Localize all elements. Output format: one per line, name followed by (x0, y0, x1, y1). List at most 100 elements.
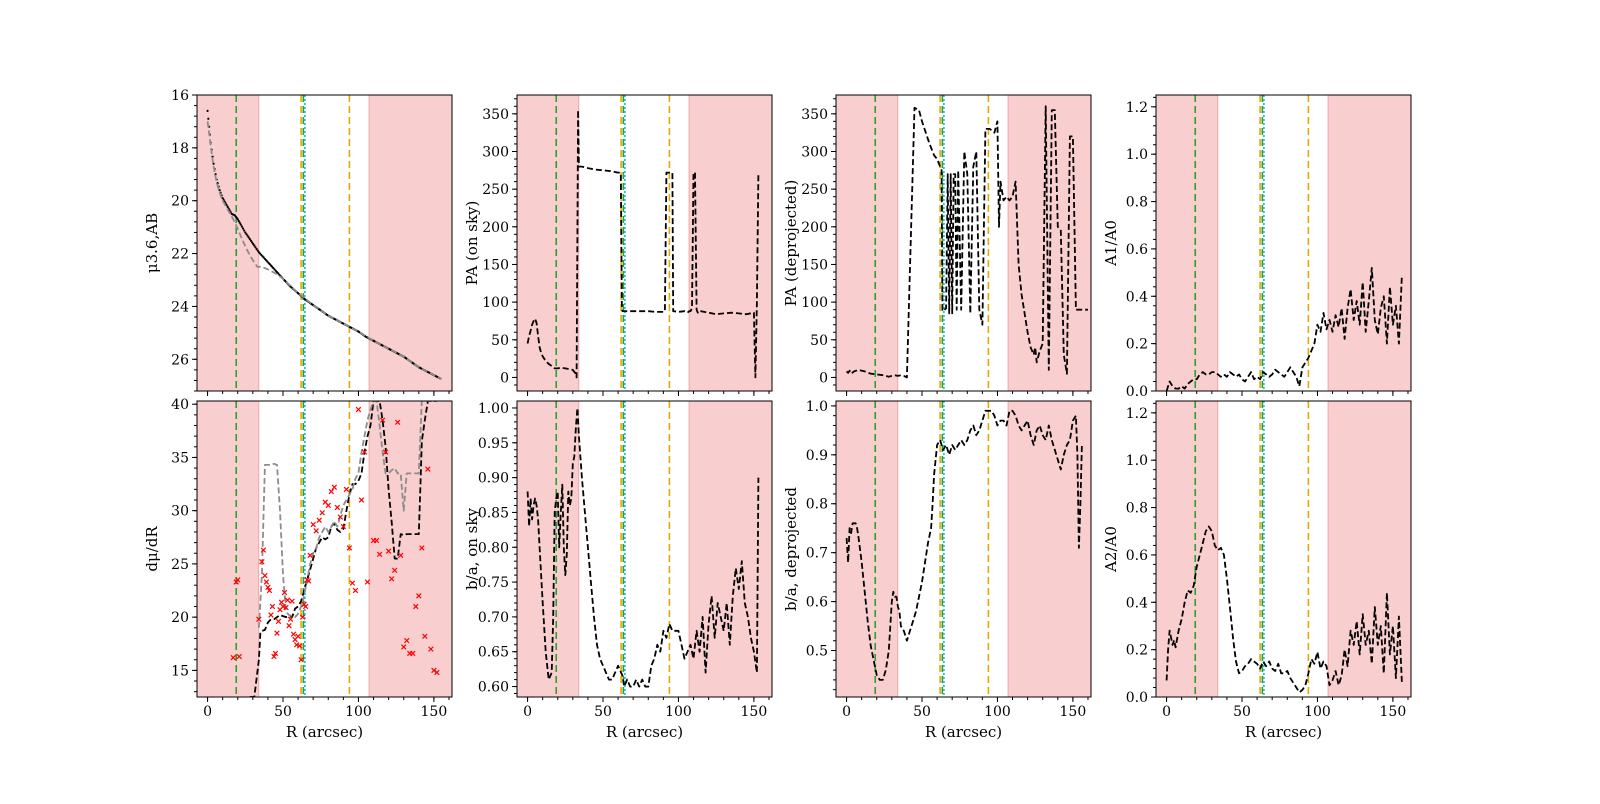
y-tick-label: 0.0 (1126, 690, 1148, 706)
y-tick-label: 18 (171, 141, 189, 157)
data-point (236, 653, 242, 660)
x-tick-label: 50 (274, 704, 292, 720)
x-tick-label: 0 (1162, 704, 1171, 720)
data-point (246, 234, 249, 237)
y-tick-label: 0.60 (478, 680, 509, 696)
y-tick-label: 0.5 (806, 644, 828, 660)
data-point (379, 417, 386, 423)
data-point (289, 598, 295, 604)
x-tick-label: 150 (421, 704, 448, 720)
series-line-b/a (845, 409, 1083, 681)
data-point (248, 237, 251, 241)
data-point (337, 514, 344, 520)
y-tick-label: 0.6 (1126, 548, 1148, 564)
data-point (422, 633, 428, 640)
data-point (238, 221, 241, 224)
panel-sb: 16 18 20 22 24 26 μ3.6,AB (143, 88, 453, 396)
data-point (296, 643, 303, 649)
y-axis-label: μ3.6,AB (143, 213, 161, 273)
y-tick-label: 300 (482, 144, 509, 160)
data-point (305, 578, 312, 584)
y-axis-label: b/a, on sky (463, 508, 481, 590)
plot-area (1156, 401, 1411, 697)
shaded-region (836, 95, 898, 391)
data-point (293, 642, 300, 648)
y-tick-label: 25 (171, 557, 189, 573)
data-point (355, 406, 362, 413)
axes-frame (196, 400, 453, 698)
data-point (237, 219, 240, 223)
axes-frame (1155, 94, 1412, 392)
data-point (206, 109, 209, 112)
x-tick-label: 50 (1233, 704, 1251, 720)
y-axis-label: A1/A0 (1102, 220, 1120, 267)
data-point (340, 523, 347, 530)
y-axis-label: b/a, deprojected (782, 487, 800, 611)
shaded-region (197, 95, 259, 391)
y-tick-label: 50 (491, 333, 509, 349)
data-point (284, 597, 291, 603)
y-tick-label: 24 (171, 299, 189, 315)
data-point (281, 589, 288, 596)
data-point (419, 545, 425, 551)
data-point (410, 650, 416, 657)
y-tick-label: 0.9 (806, 448, 828, 464)
y-tick-label: 0.70 (478, 610, 509, 626)
y-tick-label: 150 (482, 257, 509, 273)
data-point (254, 246, 257, 249)
data-point (241, 227, 245, 230)
y-tick-label: 0.8 (1126, 195, 1148, 211)
axes-frame (516, 400, 773, 698)
data-point (247, 236, 250, 239)
x-tick-label: 150 (1060, 704, 1087, 720)
data-point (244, 231, 247, 234)
y-tick-label: 0.75 (478, 575, 509, 591)
axes-frame (516, 94, 773, 392)
y-tick-label: 100 (482, 295, 509, 311)
y-tick-label: 1.2 (1126, 100, 1148, 116)
y-tick-label: 40 (171, 397, 189, 413)
y-tick-label: 0.6 (1126, 242, 1148, 258)
y-tick-label: 0.2 (1126, 643, 1148, 659)
y-tick-label: 250 (482, 182, 509, 198)
data-point (316, 517, 322, 523)
data-point (260, 547, 267, 553)
panel-ba_sky: 0 50 100 150 0.60 0.65 0.70 0.75 0.80 0.85 0.90 0.9… (463, 400, 773, 741)
x-tick-label: 100 (1304, 704, 1331, 720)
data-point (253, 244, 256, 247)
x-tick-label: 100 (665, 704, 692, 720)
plot-area (1156, 95, 1411, 391)
data-point (352, 587, 359, 594)
y-tick-label: 100 (801, 295, 828, 311)
panel-ba_dep: 0 50 100 150 0.5 0.6 0.7 0.8 0.9 1.0 R (arcsec) b/a… (782, 399, 1092, 741)
y-tick-label: 0.0 (1126, 384, 1148, 400)
y-tick-label: 250 (801, 182, 828, 198)
series-line-b/a (526, 407, 760, 688)
y-tick-label: 0 (819, 370, 828, 386)
data-point (394, 419, 401, 426)
y-tick-label: 0 (500, 370, 509, 386)
y-tick-label: 50 (810, 333, 828, 349)
series-line-model (206, 121, 442, 380)
shaded-region (1328, 95, 1411, 391)
data-point (287, 616, 294, 622)
data-point (256, 249, 259, 252)
data-point (266, 587, 273, 594)
plot-area (517, 95, 772, 391)
y-tick-label: 300 (801, 144, 828, 160)
y-tick-label: 0.90 (478, 471, 509, 487)
data-point (428, 646, 434, 652)
data-point (331, 484, 338, 490)
data-point (302, 603, 309, 610)
y-tick-label: 0.4 (1126, 289, 1148, 305)
y-tick-label: 22 (171, 247, 189, 263)
y-tick-label: 200 (482, 220, 509, 236)
data-point (226, 205, 229, 208)
data-point (275, 618, 282, 625)
data-point (364, 579, 371, 585)
shaded-region (517, 401, 579, 697)
y-tick-label: 0.4 (1126, 595, 1148, 611)
data-point (268, 612, 274, 618)
x-tick-label: 100 (345, 704, 372, 720)
data-point (334, 504, 341, 511)
